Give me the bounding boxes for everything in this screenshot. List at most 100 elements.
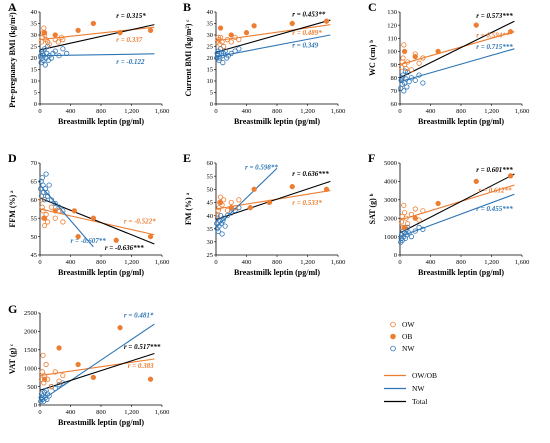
data-point-ob (52, 208, 58, 214)
data-point-ow (56, 378, 62, 384)
y-tick-label: 1000 (24, 365, 37, 372)
correlation-label: r = 0.594** (476, 32, 509, 40)
data-point-ob (323, 186, 330, 192)
data-point-ob (473, 178, 479, 185)
data-point-ob (117, 325, 123, 331)
x-tick-label: 0 (38, 108, 41, 115)
data-point-ow (40, 208, 46, 214)
regression-line-ow-ob (215, 24, 331, 42)
data-point-ob (147, 27, 154, 34)
data-point-nw (400, 72, 406, 78)
data-point-nw (228, 210, 234, 216)
correlation-label: r = 0.453** (292, 11, 325, 19)
regression-line-nw (39, 323, 155, 402)
x-tick-label: 800 (96, 108, 106, 115)
regression-line-total (39, 197, 155, 245)
data-point-ob (90, 374, 97, 381)
x-tick-label: 400 (242, 259, 252, 266)
correlation-label: r = -0.122 (116, 58, 145, 66)
x-tick-label: 800 (272, 259, 282, 266)
x-tick-label: 0 (38, 259, 41, 266)
x-tick-label: 1,600 (515, 259, 530, 266)
data-point-ow (216, 205, 222, 211)
x-tick-label: 1,200 (124, 259, 139, 266)
x-axis-label: Breastmilk leptin (pg/ml) (58, 117, 144, 126)
regression-line-ow-ob (399, 31, 515, 66)
x-tick-label: 1,200 (300, 259, 315, 266)
x-tick-label: 0 (214, 259, 217, 266)
data-point-ow (60, 372, 66, 379)
data-point-nw (45, 193, 51, 199)
data-point-nw (412, 228, 418, 234)
y-tick-label: 80 (391, 75, 398, 82)
data-point-ob (289, 184, 295, 190)
data-point-ow (215, 34, 221, 40)
y-tick-label: 30 (207, 32, 214, 39)
legend-marker-label: OW (402, 320, 415, 329)
x-tick-label: 0 (214, 108, 217, 115)
y-tick-label: 70 (31, 160, 38, 167)
data-point-ob (401, 48, 408, 55)
data-point-ow (405, 221, 411, 227)
data-point-ow (214, 212, 221, 219)
data-point-ow (221, 197, 227, 203)
data-point-ow (55, 39, 61, 45)
data-point-nw (404, 84, 410, 90)
regression-line-nw (39, 53, 155, 57)
correlation-label: r = -0.636*** (105, 244, 144, 252)
x-axis-label: Breastmilk leptin (pg/ml) (58, 418, 144, 427)
data-point-nw (232, 48, 238, 54)
data-point-ob (147, 376, 154, 382)
legend-marker-ow (390, 321, 396, 328)
y-tick-label: 35 (207, 226, 214, 233)
data-point-nw (416, 72, 422, 78)
x-tick-label: 1,600 (155, 409, 170, 416)
y-tick-label: 25 (207, 44, 214, 51)
data-point-ow (219, 39, 225, 45)
data-point-nw (44, 189, 50, 196)
data-point-ob (435, 200, 441, 207)
y-axis-label: FM (%) ᵃ (184, 192, 193, 225)
data-point-nw (215, 228, 221, 234)
data-point-nw (401, 88, 407, 94)
legend-line-label: NW (412, 384, 425, 393)
legend-marker-nw (390, 345, 396, 352)
y-tick-label: 120 (387, 22, 397, 29)
x-tick-label: 0 (38, 409, 41, 416)
legend-line-label: OW/OB (412, 371, 437, 380)
data-point-ow (39, 369, 45, 375)
data-point-nw (52, 200, 58, 207)
x-axis-label: Breastmilk leptin (pg/ml) (234, 268, 320, 277)
x-tick-label: 800 (456, 259, 466, 266)
data-point-ow (401, 202, 407, 208)
correlation-label: r = 0.573*** (476, 12, 513, 20)
y-axis-label: Pre-pregnancy BMI (kg/m²) ᶜ (8, 8, 17, 108)
y-tick-label: 50 (31, 234, 38, 241)
y-tick-label: 35 (207, 21, 214, 28)
data-point-nw (39, 175, 45, 181)
x-axis-label: Breastmilk leptin (pg/ml) (418, 117, 504, 126)
y-tick-label: 100 (387, 49, 397, 56)
data-point-ob (113, 237, 119, 243)
y-axis-label: Current BMI (kg/m²) ᶜ (184, 20, 193, 97)
data-point-nw (41, 197, 48, 203)
panel-label: A (8, 0, 17, 14)
correlation-label: r = 0.383 (128, 362, 154, 370)
data-point-nw (406, 230, 412, 236)
data-point-nw (220, 59, 226, 66)
y-tick-label: 0 (34, 402, 37, 409)
data-point-ow (48, 204, 55, 210)
data-point-ob (266, 199, 273, 206)
panel-label: D (8, 151, 17, 165)
y-tick-label: 2500 (24, 310, 37, 317)
data-point-ow (60, 36, 66, 43)
x-tick-label: 1,600 (155, 259, 170, 266)
y-tick-label: 45 (31, 252, 38, 259)
y-tick-label: 65 (31, 179, 38, 186)
data-point-ob (52, 32, 58, 38)
data-point-ow (41, 25, 47, 31)
data-point-ow (39, 204, 45, 210)
data-point-nw (52, 48, 58, 54)
y-axis-label: WC (cm) ᵇ (368, 40, 377, 76)
data-point-nw (56, 53, 62, 59)
